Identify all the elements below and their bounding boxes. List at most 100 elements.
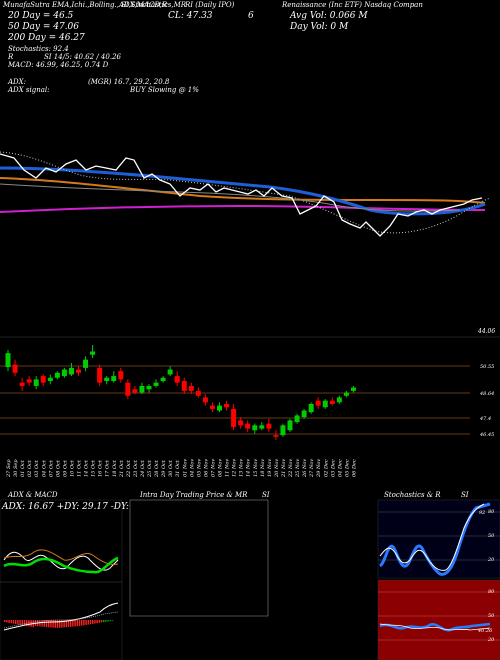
- candle-body: [68, 367, 74, 375]
- adx-label: ADX:: [8, 78, 27, 86]
- macd-bar: [4, 620, 6, 622]
- date-label: 27 Nov: [309, 459, 315, 478]
- date-label: 09 Oct: [62, 459, 68, 477]
- date-label: 13 Nov: [239, 459, 245, 477]
- candle-body: [294, 415, 300, 423]
- candle-body: [167, 369, 173, 375]
- candle-body: [209, 405, 215, 409]
- candle-body: [40, 376, 46, 383]
- candle-body: [118, 371, 124, 380]
- header-company: Renaissance (Inc ETF) Nasdaq Compan: [282, 1, 423, 9]
- macd-bar: [56, 620, 59, 628]
- macd-bar: [17, 620, 19, 625]
- stoch-tick-50: 50: [488, 533, 495, 539]
- macd-bar: [94, 620, 96, 624]
- candle-body: [259, 425, 265, 429]
- candle-body: [231, 408, 237, 427]
- date-label: 25 Oct: [147, 459, 153, 478]
- adx-white-line: [3, 551, 119, 571]
- avg-vol-label: Avg Vol: 0.066 M: [290, 11, 368, 21]
- intra-panel-si: SI: [262, 491, 270, 499]
- day-vol-label: Day Vol: 0 M: [290, 22, 349, 32]
- macd-bar: [21, 620, 23, 626]
- macd-bar: [85, 620, 87, 625]
- stoch-blue-line: [378, 502, 491, 576]
- level-label: 50.55: [480, 364, 494, 370]
- price-line: [0, 153, 483, 237]
- date-label: 05 Nov: [196, 459, 202, 477]
- adx-green-line: [3, 556, 119, 574]
- candle-body: [308, 403, 314, 413]
- stoch-tick-20: 20: [487, 557, 495, 563]
- macd-bar: [59, 620, 61, 628]
- date-label: 11 Nov: [225, 459, 231, 477]
- ema200-label: 200 Day = 46.27: [8, 33, 85, 43]
- date-label: 24 Oct: [140, 459, 146, 478]
- close-label: CL: 47.33: [168, 11, 213, 21]
- intra-panel-title: Intra Day Trading Price & MR: [139, 491, 248, 499]
- date-label: 11 Oct: [77, 459, 83, 477]
- si-tick-20: 20: [487, 637, 495, 643]
- si-white-line: [379, 623, 491, 631]
- date-label: 29 Oct: [161, 459, 167, 478]
- macd-bar: [26, 620, 28, 626]
- header-symbol: RI (Daily IPO): [185, 1, 235, 9]
- macd-bar: [15, 620, 17, 624]
- date-label: 17 Oct: [105, 459, 111, 477]
- level-label: 48.64: [479, 391, 494, 397]
- date-label: 03 Dec: [330, 459, 336, 477]
- candle-body: [5, 353, 11, 368]
- ema50-label: 50 Day = 47.06: [8, 22, 80, 32]
- date-label: 15 Oct: [91, 459, 97, 477]
- candle-body: [329, 400, 335, 404]
- date-label: 30 Oct: [168, 459, 174, 477]
- si-tick-50: 50: [488, 613, 495, 619]
- date-label: 22 Nov: [288, 459, 294, 478]
- macd-bar: [61, 620, 63, 628]
- date-label: 04 Dec: [337, 459, 343, 477]
- candle-body: [315, 400, 321, 406]
- candle-body: [188, 385, 194, 391]
- adx-panel: ADX & MACD ADX: 16.67 +DY: 29.17 -DY: 20…: [0, 491, 158, 660]
- six-label: 6: [248, 11, 254, 21]
- candle-body: [174, 376, 180, 383]
- macd-bar: [6, 620, 8, 623]
- candle-body: [245, 423, 251, 429]
- candle-body: [125, 382, 131, 396]
- stoch-tick-80: 80: [488, 509, 495, 515]
- macd-bar: [70, 620, 72, 627]
- date-label: 22 Oct: [126, 459, 132, 478]
- date-label: 08 Nov: [218, 459, 224, 477]
- candle-body: [280, 425, 286, 436]
- date-label: 26 Nov: [302, 459, 308, 478]
- candle-body: [61, 369, 67, 377]
- stoch-panel: Stochastics & R SI 80 50 20 92 80 50 20 …: [377, 491, 500, 660]
- date-label: 25 Nov: [295, 459, 301, 478]
- date-label: 28 Oct: [154, 459, 160, 478]
- stoch-top-value: 92: [479, 510, 485, 516]
- date-label: 08 Oct: [55, 459, 61, 477]
- date-label: 02 Dec: [323, 459, 329, 477]
- candle-body: [47, 377, 53, 382]
- date-label: 30 Sep: [13, 459, 19, 477]
- date-label: 18 Nov: [260, 459, 266, 477]
- macd-bar: [76, 620, 78, 627]
- macd-histogram: [4, 620, 114, 628]
- bollinger-dotted-line: [0, 151, 491, 234]
- header-title: MunafaSutra EMA,Ichi.,Bolling.,ADX,MACD,…: [3, 1, 168, 9]
- candle-body: [287, 420, 293, 431]
- candle-body: [238, 420, 244, 426]
- macd-signal-line: [3, 611, 119, 629]
- date-label: 06 Dec: [351, 459, 357, 477]
- candle-body: [322, 400, 328, 408]
- stoch-line: Stochastics: 92.4: [8, 45, 69, 53]
- date-label: 12 Nov: [232, 459, 238, 477]
- macd-bar: [111, 620, 114, 621]
- macd-bar: [109, 620, 111, 622]
- date-label: 27 Sep: [6, 459, 12, 478]
- macd-bar: [81, 620, 83, 626]
- date-label: 07 Oct: [48, 459, 54, 477]
- candle-body: [301, 410, 307, 418]
- candle-body: [160, 377, 166, 382]
